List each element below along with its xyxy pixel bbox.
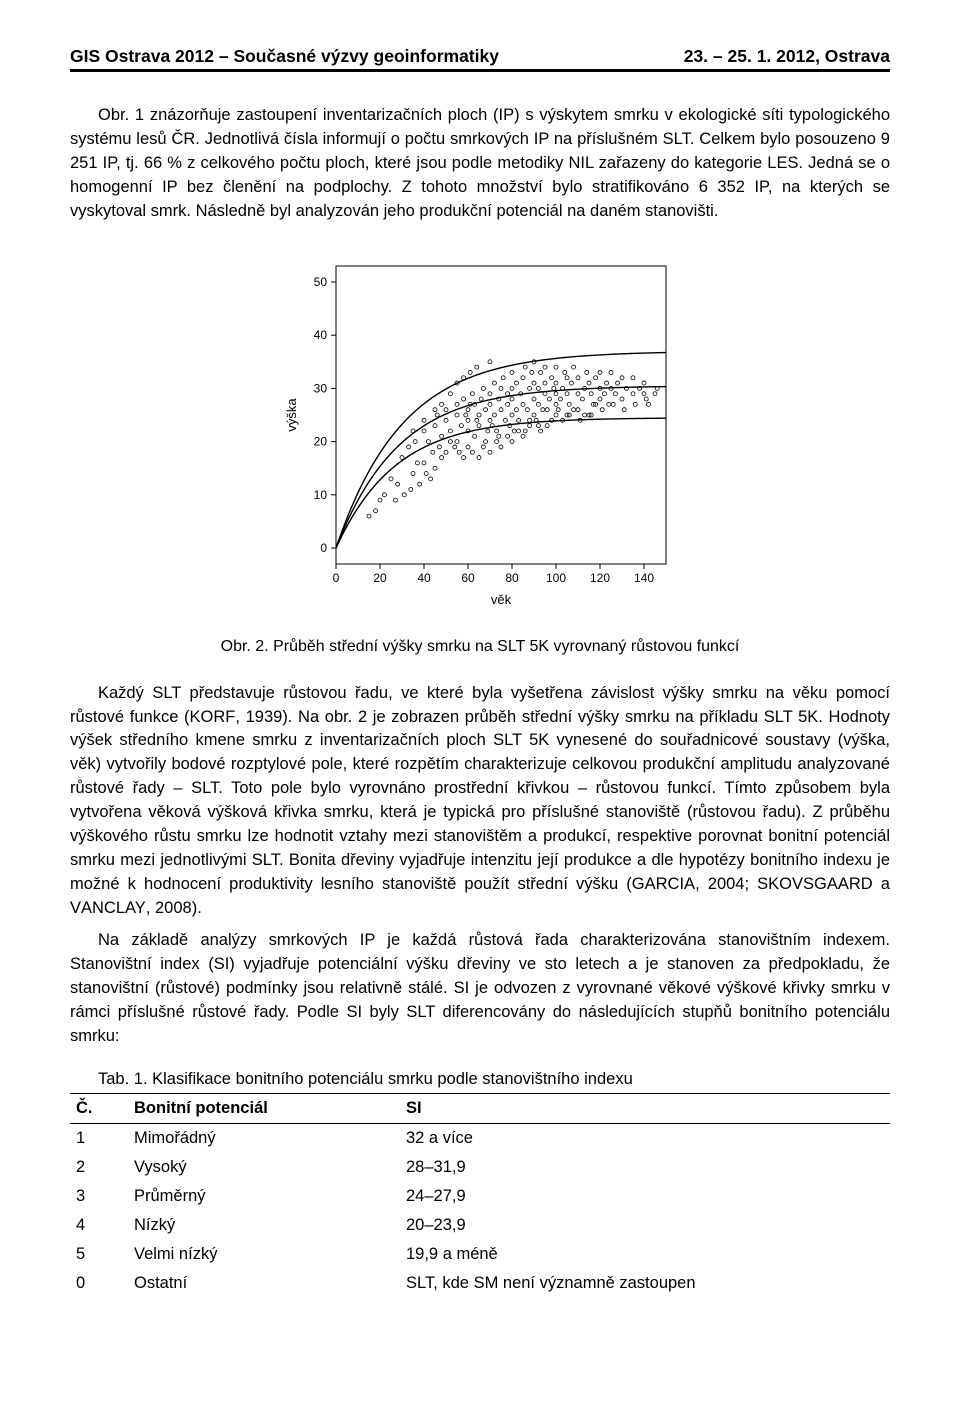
svg-text:100: 100 <box>546 571 566 585</box>
table-cell: Průměrný <box>128 1182 400 1211</box>
paragraph-3: Na základě analýzy smrkových IP je každá… <box>70 929 890 1049</box>
p2-sc-3: KOVSGAARD <box>768 875 873 893</box>
table-cell: 3 <box>70 1182 128 1211</box>
svg-text:věk: věk <box>491 592 512 607</box>
svg-text:20: 20 <box>314 434 328 448</box>
svg-text:výška: výška <box>284 397 299 431</box>
svg-text:120: 120 <box>590 571 610 585</box>
table-cell: 24–27,9 <box>400 1182 890 1211</box>
p2-sc-4: ANCLAY <box>81 899 146 917</box>
figure-2-caption: Obr. 2. Průběh střední výšky smrku na SL… <box>70 638 890 656</box>
svg-text:140: 140 <box>634 571 654 585</box>
table-cell: Velmi nízký <box>128 1240 400 1269</box>
table-cell: 0 <box>70 1269 128 1298</box>
page-header: GIS Ostrava 2012 – Současné výzvy geoinf… <box>70 46 890 72</box>
figure-2-chart: 0 20 40 60 80 100 120 140 0 10 20 30 40 50 věk výška <box>280 254 680 614</box>
p2-seg-e: , 2008). <box>146 899 202 917</box>
table-cell: SLT, kde SM není významně zastoupen <box>400 1269 890 1298</box>
table-1: Č. Bonitní potenciál SI 1Mimořádný32 a v… <box>70 1093 890 1298</box>
svg-text:0: 0 <box>320 541 327 555</box>
p2-seg-b: , 1939). Na obr. 2 je zobrazen průběh st… <box>70 708 890 893</box>
table-head-row: Č. Bonitní potenciál SI <box>70 1094 890 1124</box>
svg-text:0: 0 <box>333 571 340 585</box>
header-left: GIS Ostrava 2012 – Současné výzvy geoinf… <box>70 46 499 67</box>
table-cell: 4 <box>70 1211 128 1240</box>
svg-text:10: 10 <box>314 487 328 501</box>
table-row: 2Vysoký28–31,9 <box>70 1153 890 1182</box>
table-cell: 19,9 a méně <box>400 1240 890 1269</box>
svg-text:50: 50 <box>314 275 328 289</box>
table-row: 0OstatníSLT, kde SM není významně zastou… <box>70 1269 890 1298</box>
paragraph-2: Každý SLT představuje růstovou řadu, ve … <box>70 682 890 921</box>
table-row: 3Průměrný24–27,9 <box>70 1182 890 1211</box>
table-cell: 5 <box>70 1240 128 1269</box>
table-col-2: SI <box>400 1094 890 1124</box>
svg-text:40: 40 <box>417 571 431 585</box>
table-row: 4Nízký20–23,9 <box>70 1211 890 1240</box>
table-1-title: Tab. 1. Klasifikace bonitního potenciálu… <box>70 1070 890 1089</box>
table-col-1: Bonitní potenciál <box>128 1094 400 1124</box>
table-cell: 28–31,9 <box>400 1153 890 1182</box>
table-cell: 2 <box>70 1153 128 1182</box>
svg-text:30: 30 <box>314 381 328 395</box>
page-container: GIS Ostrava 2012 – Současné výzvy geoinf… <box>0 0 960 1338</box>
svg-text:40: 40 <box>314 328 328 342</box>
table-cell: Nízký <box>128 1211 400 1240</box>
table-cell: Mimořádný <box>128 1124 400 1154</box>
p2-sc-2: ARCIA <box>645 875 695 893</box>
table-col-0: Č. <box>70 1094 128 1124</box>
svg-text:20: 20 <box>373 571 387 585</box>
table-cell: Vysoký <box>128 1153 400 1182</box>
p2-sc-1: ORF <box>201 708 236 726</box>
table-row: 1Mimořádný32 a více <box>70 1124 890 1154</box>
p2-seg-c: , 2004; S <box>695 875 768 893</box>
paragraph-1: Obr. 1 znázorňuje zastoupení inventariza… <box>70 104 890 224</box>
table-cell: 32 a více <box>400 1124 890 1154</box>
svg-text:60: 60 <box>461 571 475 585</box>
svg-text:80: 80 <box>505 571 519 585</box>
table-cell: Ostatní <box>128 1269 400 1298</box>
figure-2-wrap: 0 20 40 60 80 100 120 140 0 10 20 30 40 50 věk výška Ob… <box>70 254 890 656</box>
table-cell: 20–23,9 <box>400 1211 890 1240</box>
header-right: 23. – 25. 1. 2012, Ostrava <box>684 46 890 67</box>
table-row: 5Velmi nízký19,9 a méně <box>70 1240 890 1269</box>
table-cell: 1 <box>70 1124 128 1154</box>
